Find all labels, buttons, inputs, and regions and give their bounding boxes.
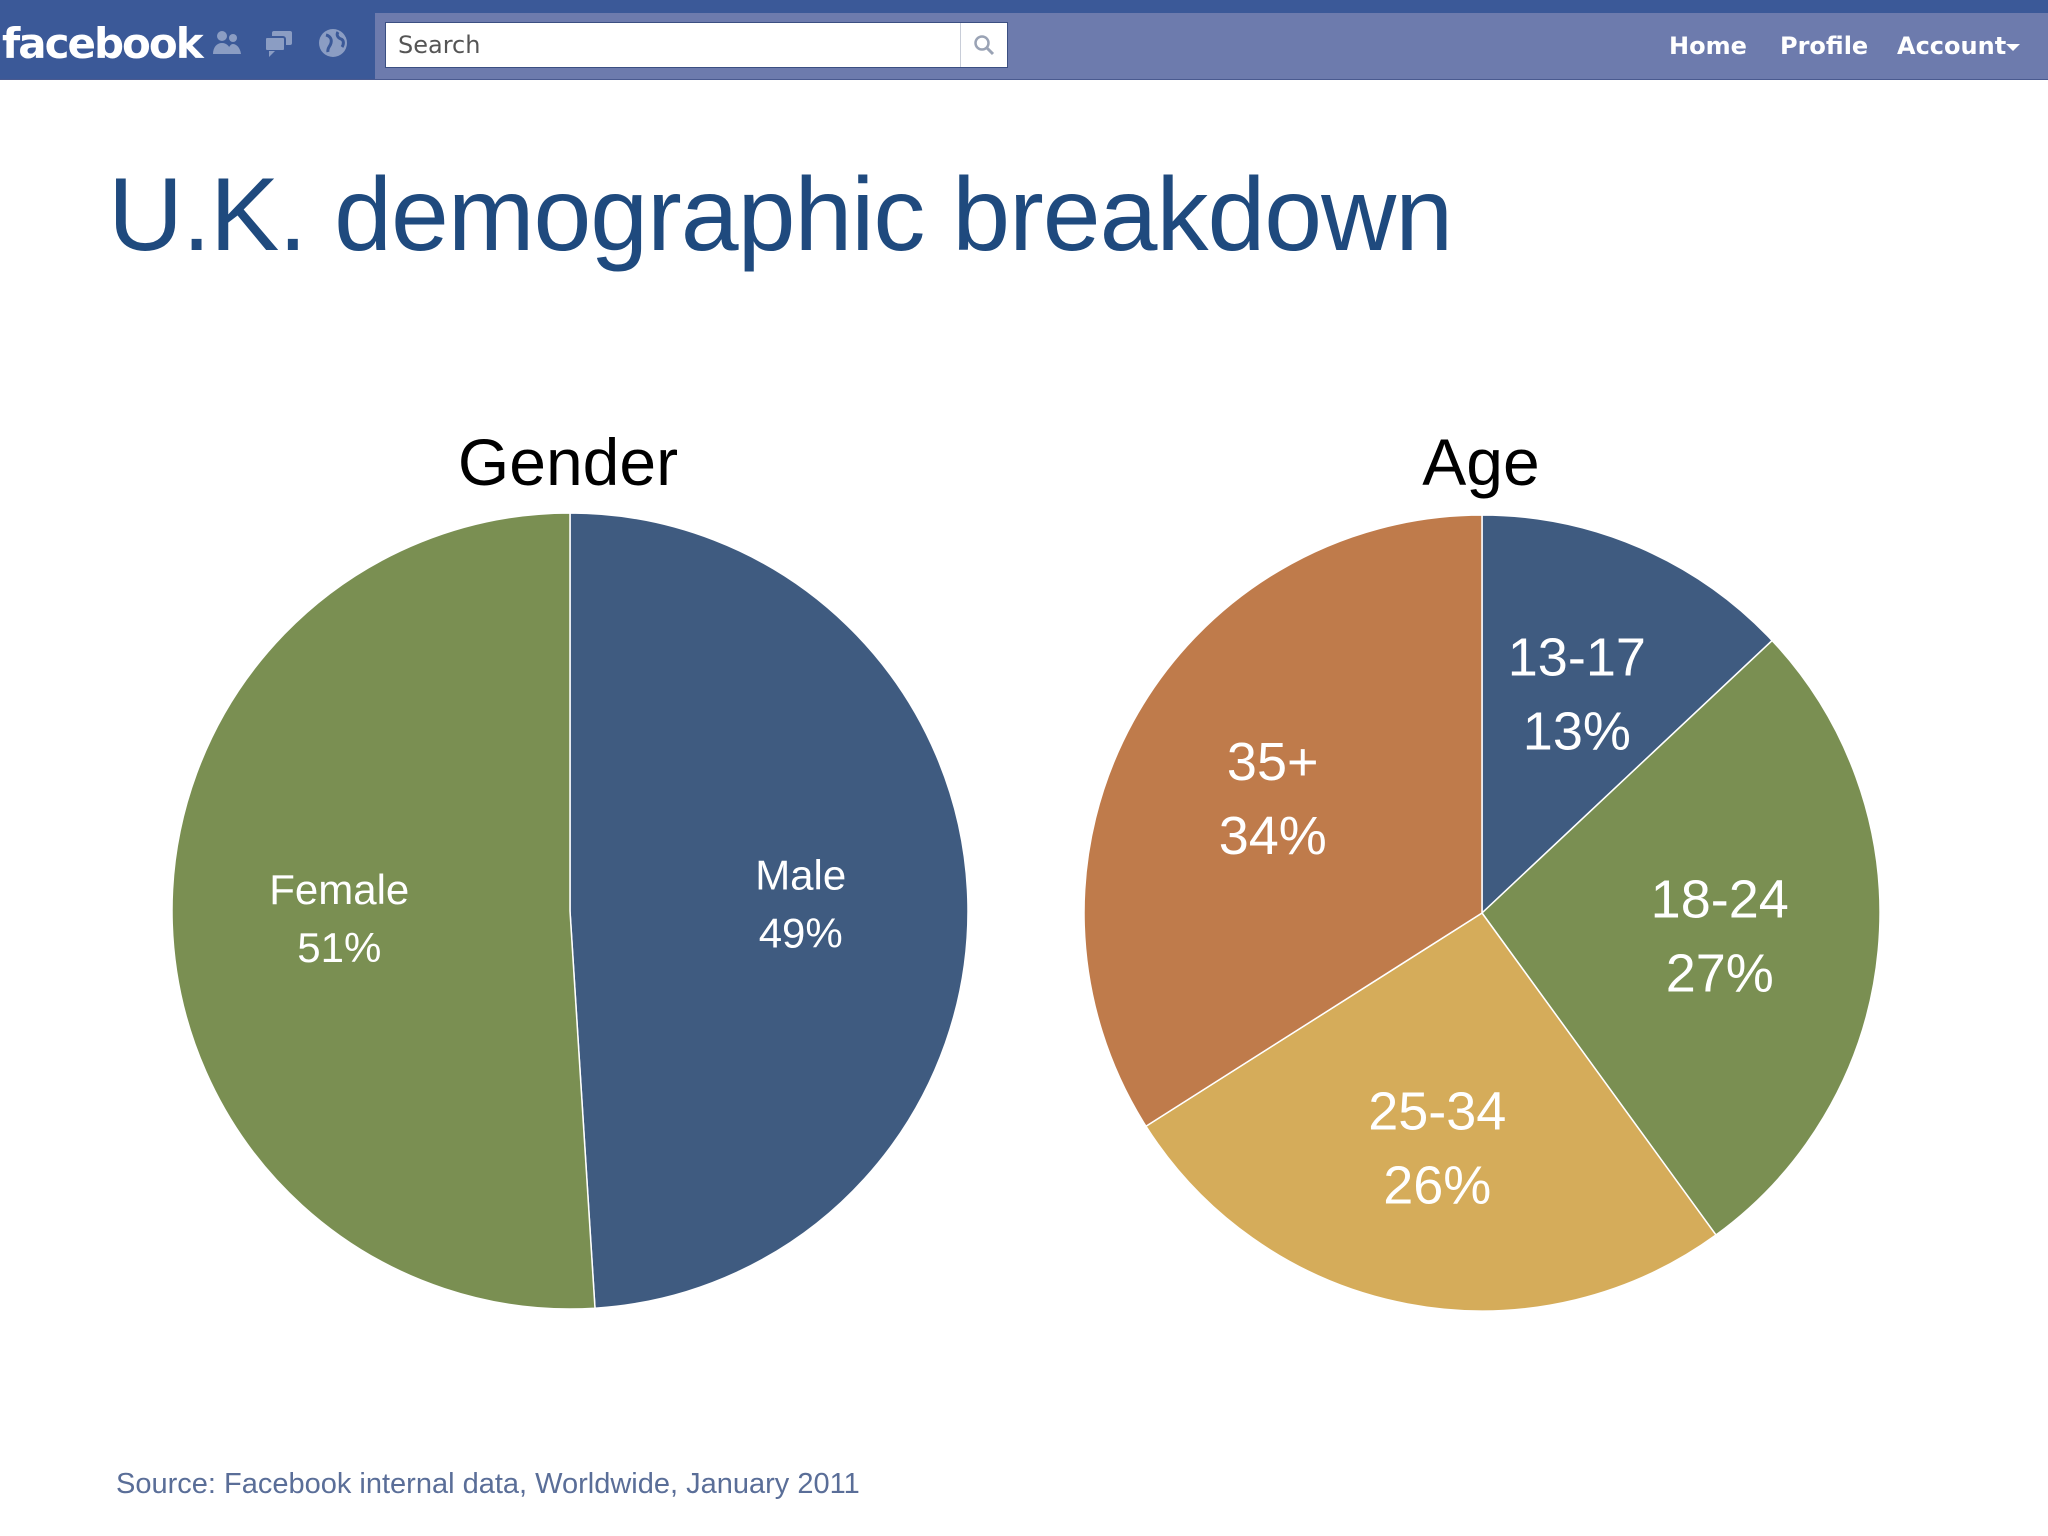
slide-title: U.K. demographic breakdown <box>108 157 1453 273</box>
age-chart-title: Age <box>1422 425 1540 499</box>
nav-profile-link[interactable]: Profile <box>1780 32 1869 60</box>
gender-chart-title: Gender <box>457 425 679 499</box>
age-slice-value: 34% <box>1219 806 1327 866</box>
nav-account-link[interactable]: Account <box>1897 32 2007 60</box>
gender-slice-female <box>171 512 596 1310</box>
search-input[interactable] <box>386 23 961 67</box>
age-slice-25-34 <box>1144 911 1717 1312</box>
friend-requests-icon[interactable] <box>210 26 244 60</box>
search-icon <box>974 35 995 56</box>
gender-pie: Male 49% Female 51% <box>171 512 969 1310</box>
search-box <box>385 22 1008 68</box>
chevron-down-icon[interactable] <box>2006 44 2020 51</box>
gender-slice-label: Female <box>269 866 409 913</box>
age-pie: 13-17 13% 18-24 27% 25-34 26% 35+ 34% <box>1083 514 1881 1312</box>
source-note: Source: Facebook internal data, Worldwid… <box>116 1468 860 1500</box>
search-button[interactable] <box>960 23 1007 67</box>
age-slice-value: 26% <box>1383 1155 1491 1215</box>
age-slice-label: 18-24 <box>1651 869 1789 929</box>
notifications-globe-icon[interactable] <box>316 26 350 60</box>
gender-slice-label: Male <box>755 851 846 898</box>
age-slice-35- <box>1083 514 1483 1128</box>
age-slice-value: 13% <box>1523 702 1631 762</box>
nav-home-link[interactable]: Home <box>1669 32 1747 60</box>
gender-slice-value: 49% <box>759 909 843 956</box>
age-slice-value: 27% <box>1666 943 1774 1003</box>
age-slice-13-17 <box>1481 514 1774 915</box>
age-slice-label: 25-34 <box>1368 1081 1506 1141</box>
age-slice-label: 35+ <box>1227 732 1319 792</box>
gender-slice-male <box>569 512 969 1310</box>
facebook-top-bar: facebook Home Profile Account <box>0 0 2048 80</box>
gender-slice-value: 51% <box>297 924 381 971</box>
facebook-logo[interactable]: facebook <box>2 19 204 68</box>
messages-icon[interactable] <box>262 26 296 60</box>
age-slice-label: 13-17 <box>1508 628 1646 688</box>
age-slice-18-24 <box>1481 639 1881 1237</box>
top-bar-band <box>0 0 2048 13</box>
brand-block <box>0 13 375 79</box>
